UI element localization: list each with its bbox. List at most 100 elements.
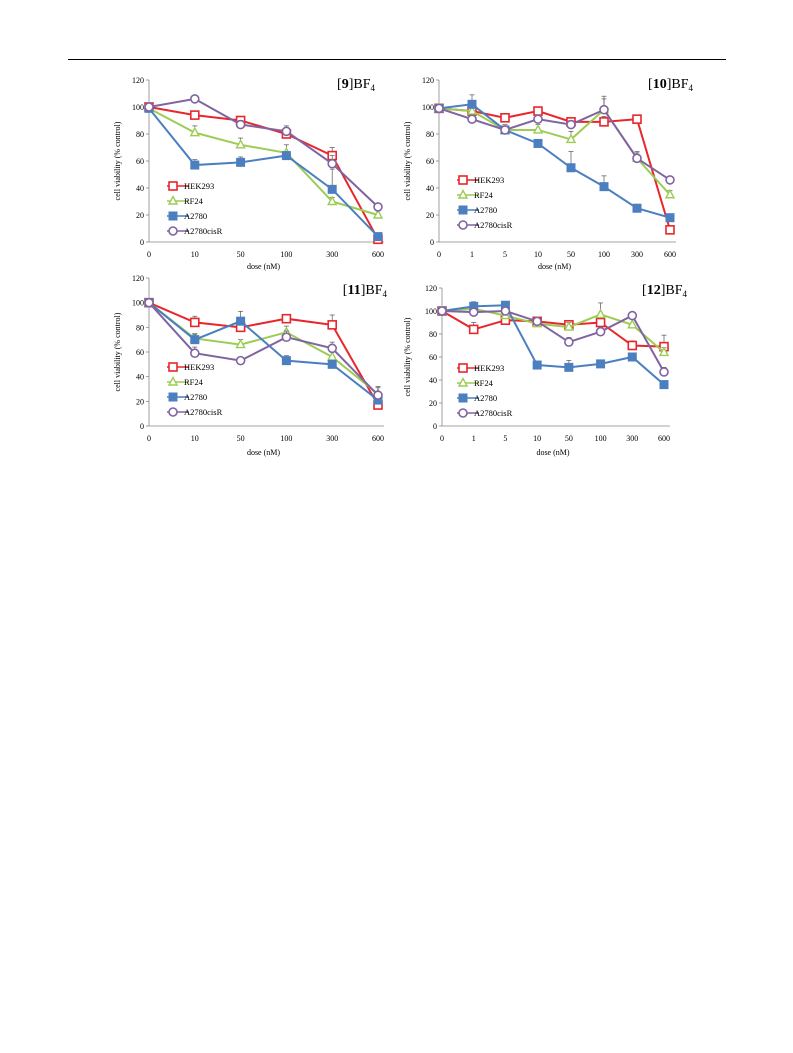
data-point [595,317,606,328]
legend-marker [458,175,468,185]
legend-label: HEK293 [474,363,504,373]
y-tick-label: 100 [132,299,144,308]
y-tick-label: 60 [426,157,434,166]
y-tick-label: 40 [426,184,434,193]
legend-label: A2780cisR [184,226,223,236]
data-point [190,348,200,359]
chart-12-bf4: 0 20 40 60 80 100 120 0 1 5 10 50 100 300 600 dose (nM)… [403,283,688,457]
data-point [434,103,444,114]
data-point [664,188,676,199]
legend-label: A2780cisR [184,407,223,417]
data-point [236,316,246,326]
x-tick-label: 300 [326,434,338,443]
legend-marker [458,220,468,230]
x-tick-label: 0 [440,434,444,443]
x-tick-label: 100 [595,434,607,443]
data-point [595,308,606,319]
legend-marker [168,407,178,417]
data-point [627,318,638,329]
series-line [438,103,671,219]
data-point [632,153,642,164]
data-point [599,117,609,127]
data-point [236,157,246,167]
legend-label: A2780 [474,393,497,403]
data-point [533,138,543,148]
y-tick-label: 40 [429,376,437,385]
data-point [437,306,447,316]
x-tick-label: 600 [372,434,384,443]
data-point [599,182,609,192]
data-point [373,202,383,212]
legend-label: HEK293 [474,175,504,185]
series-line [148,301,379,401]
data-point [659,367,669,377]
data-point [373,390,383,400]
y-tick-label: 80 [136,130,144,139]
y-tick-label: 20 [136,211,144,220]
data-point [190,110,200,120]
data-point [327,158,337,169]
data-point [596,359,606,369]
x-axis-label: dose (nM) [247,448,280,457]
data-point [627,352,637,362]
x-axis-label: dose (nM) [538,262,571,271]
y-tick-label: 120 [132,274,144,283]
chart-9-bf4: 0 20 40 60 80 100 120 0 10 50 100 300 600 dose (nM) ce… [113,76,384,271]
data-point [235,119,246,130]
y-tick-label: 20 [426,211,434,220]
data-point [190,160,200,170]
chart-10-bf4: 0 20 40 60 80 100 120 0 1 5 10 50 100 300 600 dose (nM)… [403,76,694,271]
data-point [327,195,338,206]
y-tick-label: 80 [429,330,437,339]
y-tick-label: 40 [136,184,144,193]
data-point [144,102,154,112]
data-point [372,209,384,219]
y-tick-label: 20 [136,397,144,406]
data-point [500,112,510,123]
data-point [467,114,477,124]
data-point [566,163,576,173]
x-tick-label: 50 [565,434,573,443]
x-axis-label: dose (nM) [536,448,569,457]
data-point [468,307,479,317]
y-tick-label: 40 [136,373,144,382]
y-tick-label: 20 [429,399,437,408]
data-point [327,343,337,354]
y-tick-label: 60 [136,157,144,166]
data-point [632,203,642,213]
y-tick-label: 0 [140,422,144,431]
x-tick-label: 1 [472,434,476,443]
y-tick-label: 120 [425,284,437,293]
x-tick-label: 300 [326,250,338,259]
y-tick-label: 0 [430,238,434,247]
data-point [500,125,510,135]
series-line [441,309,665,373]
legend-marker [168,392,178,402]
legend-label: RF24 [474,378,494,388]
chart-title: [11]BF4 [343,283,388,299]
x-tick-label: 300 [626,434,638,443]
series-a2780cisr [437,306,669,377]
data-point [466,105,478,115]
y-axis-label: cell viability (% control) [113,121,122,200]
legend-label: A2780cisR [474,220,513,230]
y-tick-label: 0 [140,238,144,247]
legend: HEK293 RF24 A2780 A2780cisR [167,362,223,417]
data-point [532,316,542,327]
legend-marker [458,205,468,215]
data-point [627,340,638,351]
data-point [190,94,200,104]
series-a2780cisr [144,297,383,400]
legend-marker [168,181,178,191]
legend-marker [167,376,179,386]
series-line [441,304,665,386]
data-point [659,380,669,390]
series-line [148,97,379,208]
header-rule [68,59,726,60]
y-axis-label: cell viability (% control) [403,317,412,396]
x-tick-label: 300 [631,250,643,259]
legend-label: HEK293 [184,362,214,372]
data-point [144,297,154,308]
legend-marker [168,211,178,221]
data-point [373,232,383,242]
